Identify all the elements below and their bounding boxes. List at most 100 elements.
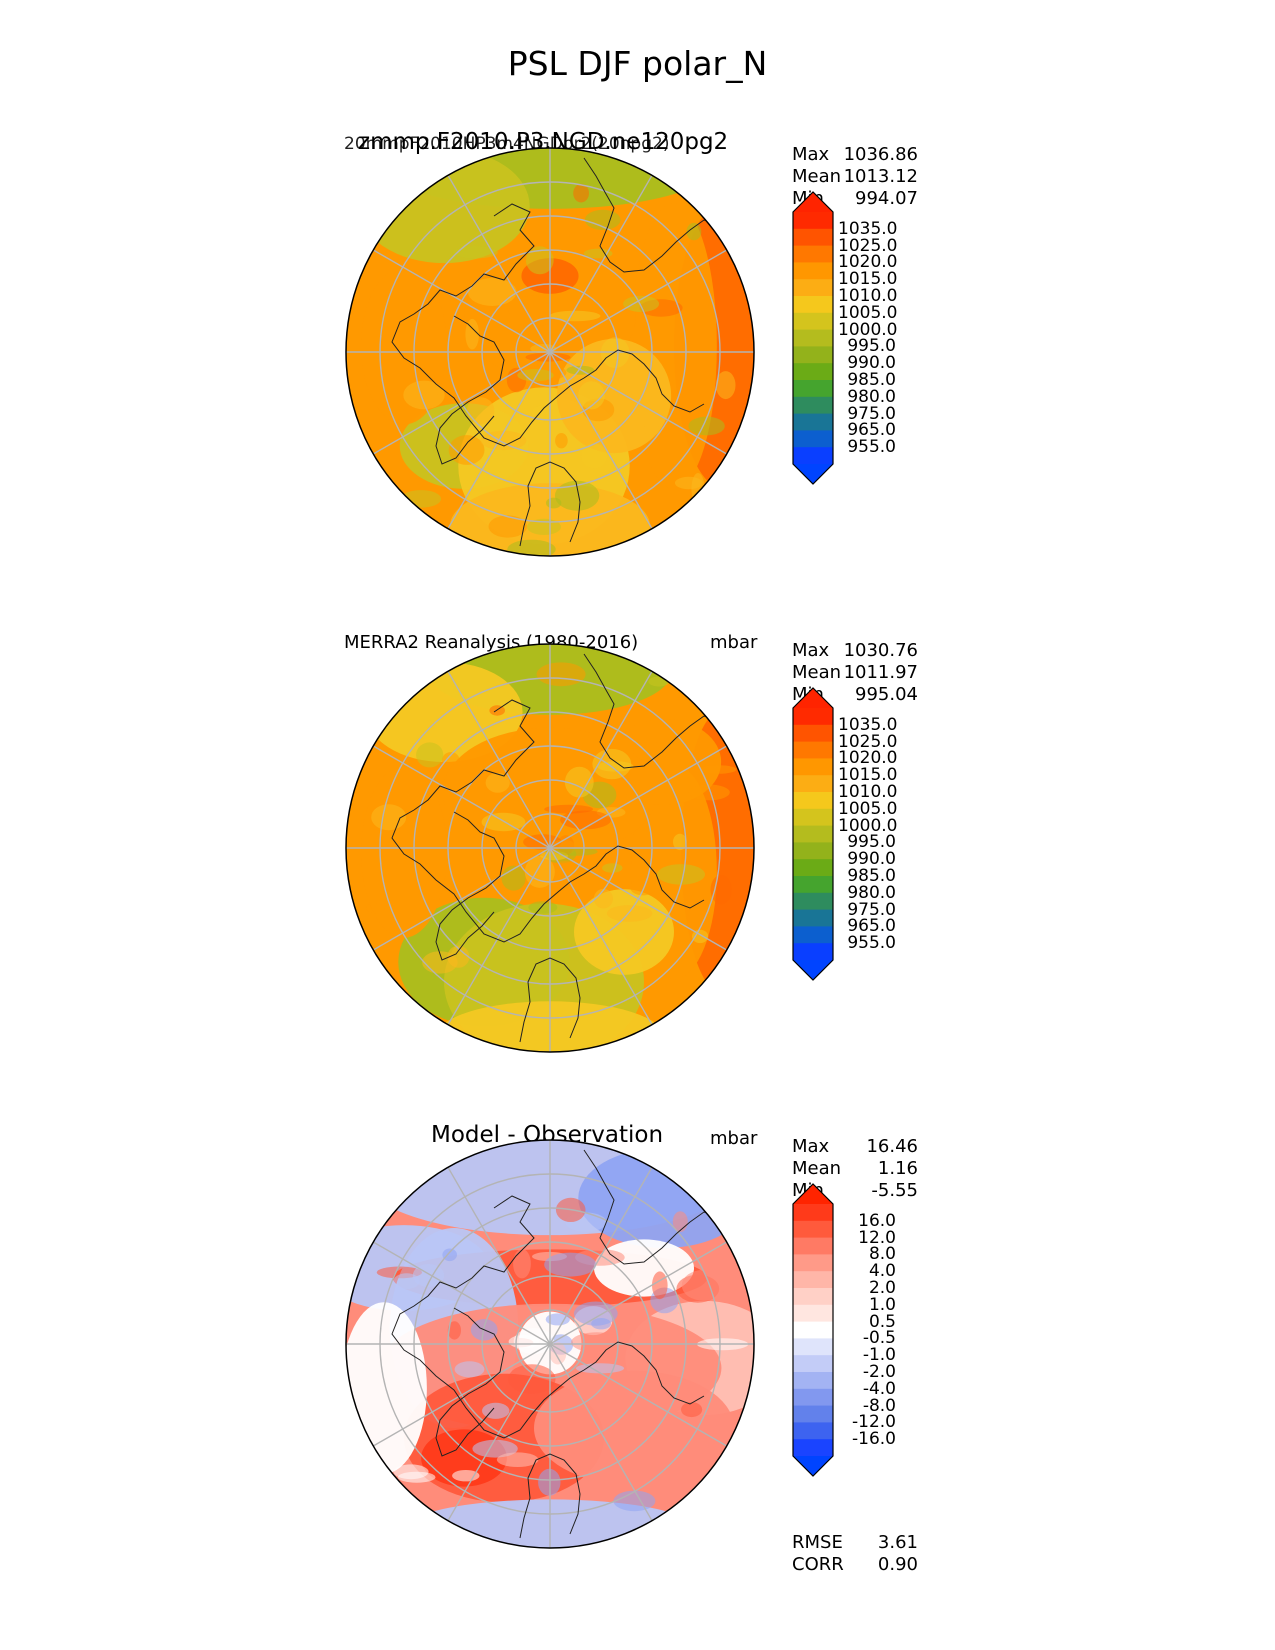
colorbar-swatch (793, 708, 833, 726)
colorbar-tick-label: 985.0 (847, 370, 896, 390)
colorbar-tick-label: 955.0 (847, 933, 896, 954)
colorbar-tick-label: 1000.0 (838, 319, 898, 340)
colorbar-tick-label: 1015.0 (838, 765, 898, 786)
colorbar-swatch (793, 1355, 833, 1373)
colorbar-tick-label: 995.0 (847, 336, 896, 357)
contour-speckle (578, 381, 605, 410)
colorbar-swatch (793, 363, 833, 381)
colorbar-swatch (793, 346, 833, 364)
contour-speckle (554, 480, 600, 511)
contour-speckle (546, 497, 562, 509)
colorbar-tick-label: 980.0 (847, 882, 896, 903)
panel-model-heading-overlap: 20mmpF2010HP3m4NGDpr2(20npg2) (344, 134, 670, 154)
contour-speckle (549, 1342, 567, 1365)
meridian-line (549, 1343, 728, 1447)
polar-map-model (345, 147, 755, 557)
contour-speckle (544, 804, 593, 814)
panel-diff-units: mbar (710, 1128, 758, 1149)
stat-min-value: -5.55 (871, 1180, 918, 1201)
colorbar-swatch (793, 312, 833, 331)
footer-stats-diff: RMSE 3.61 CORR 0.90 (792, 1532, 918, 1576)
colorbar-tick-label: -0.5 (862, 1328, 896, 1349)
contour-speckle (485, 772, 510, 793)
colorbar-swatch (793, 926, 833, 944)
colorbar-tick-label: 1025.0 (838, 731, 898, 752)
contour-speckle (496, 1452, 539, 1467)
contour-speckle (633, 742, 669, 761)
panel-diff: Model - Observation mbar Max 16.46 Mean 1.… (0, 1082, 1275, 1575)
meridian-line (549, 1166, 653, 1345)
colorbar-tick-label: 965.0 (847, 916, 896, 937)
contour-speckle (681, 1402, 703, 1418)
colorbar-tick-label: 1015.0 (838, 269, 898, 290)
meridian-line (447, 351, 551, 530)
contour-speckle (581, 443, 608, 469)
contour-speckle (715, 371, 736, 400)
contour-speckle (448, 435, 485, 465)
colorbar-obs (792, 687, 834, 981)
colorbar-tick-label: 1010.0 (838, 782, 898, 802)
stat-mean-value: 1.16 (877, 1158, 918, 1179)
contour-speckle (673, 833, 687, 851)
colorbar-swatch (793, 228, 833, 247)
coastline (435, 1307, 505, 1457)
colorbar-swatch (793, 1204, 833, 1222)
colorbar-swatch (793, 1237, 833, 1255)
corr-label: CORR (792, 1554, 844, 1575)
meridian-line (372, 847, 551, 951)
colorbar-tick-label: 1005.0 (838, 302, 898, 323)
colorbar-extend-top (793, 688, 833, 708)
contour-region (534, 1370, 734, 1486)
meridian-line (447, 1166, 551, 1345)
colorbar-tick-label: 1035.0 (838, 714, 898, 735)
colorbar-outline (792, 687, 834, 981)
colorbar-tick-label: -16.0 (852, 1429, 896, 1450)
colorbar-swatch (793, 212, 833, 230)
meridian-line (447, 1343, 551, 1522)
panel-model: 20mmpF2010HP3m4NGDpr2(20npg2) zmmp.F2010… (0, 90, 1275, 570)
colorbar-swatch (793, 245, 833, 263)
coastline (583, 1149, 717, 1265)
contour-speckle (652, 1271, 668, 1300)
rmse-label: RMSE (792, 1532, 843, 1553)
colorbar-swatch (793, 775, 833, 793)
map-boundary (345, 147, 755, 557)
colorbar-tick-label: -2.0 (862, 1362, 896, 1382)
colorbar-tick-label: 975.0 (847, 899, 896, 920)
colorbar-swatch (793, 825, 833, 843)
colorbar-swatch (793, 1254, 833, 1272)
meridian-line (447, 174, 551, 353)
colorbar-tick-label: 16.0 (858, 1210, 896, 1231)
contour-speckle (466, 397, 495, 425)
stat-max-label: Max (792, 640, 830, 661)
polar-map-diff (345, 1139, 755, 1549)
colorbar-tick-label: 0.5 (868, 1311, 896, 1332)
meridian-line (447, 670, 551, 849)
contour-speckle (699, 765, 737, 774)
coastline (583, 653, 717, 769)
colorbar-tick-label: 1025.0 (838, 235, 898, 256)
contour-speckle (403, 380, 445, 410)
contour-speckle (453, 246, 498, 259)
colorbar-swatch (793, 296, 833, 314)
contour-speckle (549, 310, 601, 322)
contour-speckle (600, 337, 630, 368)
stat-mean-label: Mean (792, 1158, 842, 1179)
coastline (519, 957, 581, 1043)
stat-mean-label: Mean (792, 166, 842, 187)
contour-speckle (538, 1468, 561, 1496)
contour-speckle (643, 424, 660, 436)
colorbar-swatch (793, 329, 833, 347)
colorbar-swatch (793, 1372, 833, 1390)
colorbar-tick-label: 1005.0 (838, 798, 898, 819)
colorbar-swatch (793, 724, 833, 743)
stat-max-label: Max (792, 1136, 830, 1157)
meridian-line (372, 249, 551, 353)
panel-obs-units: mbar (710, 632, 758, 653)
contour-speckle (571, 1332, 623, 1353)
meridian-line (447, 847, 551, 1026)
colorbar-tick-label: 1.0 (868, 1294, 896, 1315)
colorbar-tick-label: -1.0 (862, 1345, 896, 1366)
colorbar-diff (792, 1183, 834, 1477)
